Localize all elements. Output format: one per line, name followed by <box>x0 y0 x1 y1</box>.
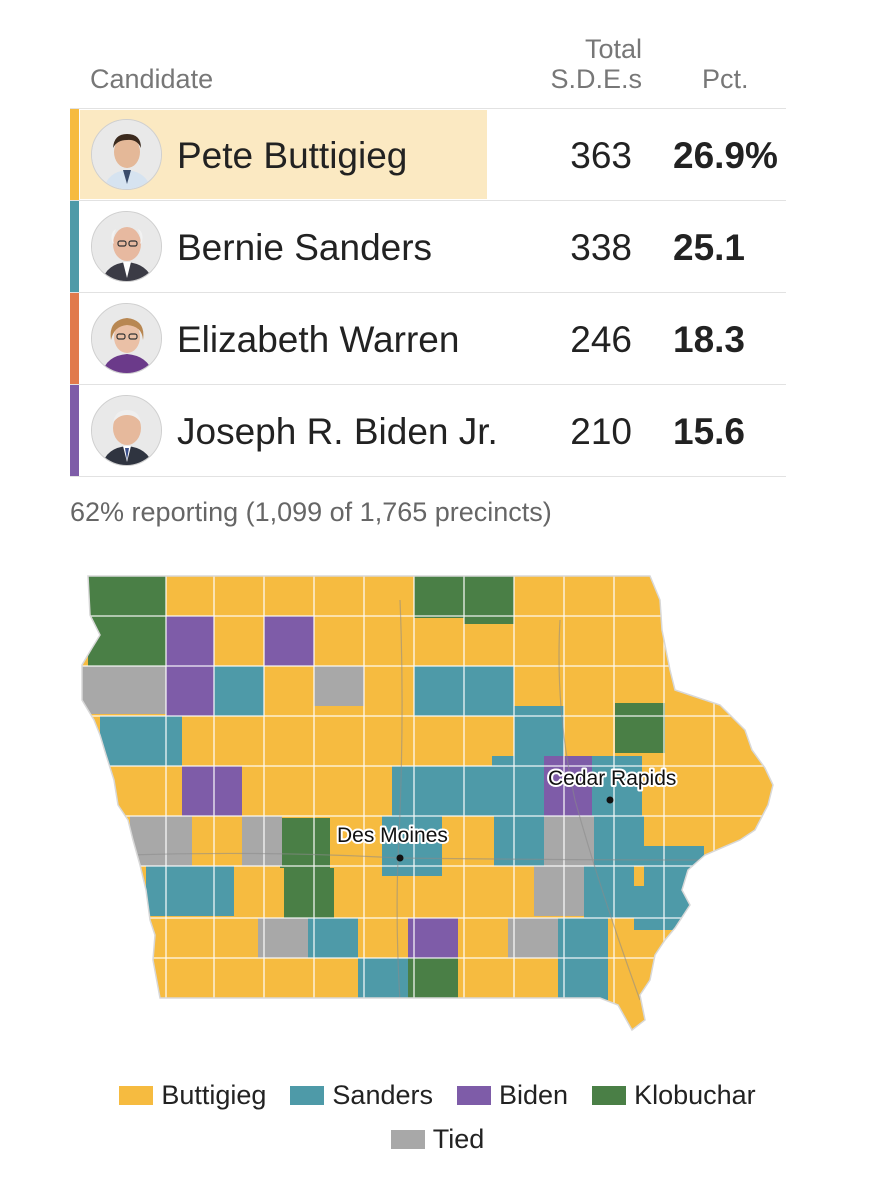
county-klobuchar <box>280 818 330 868</box>
legend-label: Klobuchar <box>634 1079 756 1110</box>
table-row: Elizabeth Warren 246 18.3 <box>70 292 786 384</box>
table-row: Pete Buttigieg 363 26.9% <box>70 108 786 200</box>
candidate-pct: 18.3 <box>673 319 746 360</box>
city-label-cedar-rapids: Cedar Rapids <box>548 767 676 790</box>
county-sanders <box>414 666 464 716</box>
candidate-color-bar <box>70 109 79 200</box>
candidate-pct: 25.1 <box>673 227 746 268</box>
candidate-color-bar <box>70 201 79 292</box>
county-sanders <box>492 756 544 816</box>
candidate-name: Joseph R. Biden Jr. <box>177 411 498 452</box>
county-sanders <box>358 958 408 1000</box>
avatar <box>91 119 162 190</box>
county-klobuchar <box>408 958 458 1000</box>
iowa-map-svg: Des Moines Cedar Rapids <box>81 575 774 1032</box>
results-table: Pete Buttigieg 363 26.9% Bernie Sanders … <box>70 108 786 477</box>
candidate-sdes: 338 <box>570 227 632 268</box>
county-sanders <box>558 918 608 958</box>
candidate-pct: 15.6 <box>673 411 746 452</box>
county-biden <box>166 666 214 716</box>
legend-swatch <box>592 1085 627 1105</box>
candidate-sdes: 246 <box>570 319 632 360</box>
state-outline <box>81 575 774 1032</box>
county-tied <box>544 816 594 866</box>
legend-label: Buttigieg <box>161 1079 267 1110</box>
county-sanders <box>214 666 264 716</box>
county-sanders <box>146 866 234 916</box>
legend-label: Biden <box>499 1079 569 1110</box>
candidate-sdes: 363 <box>570 135 632 176</box>
legend-swatch <box>457 1085 491 1105</box>
county-biden <box>166 616 214 666</box>
county-tied <box>508 918 558 958</box>
legend-item: Biden <box>457 1080 568 1111</box>
legend-swatch <box>290 1085 325 1105</box>
county-tied <box>258 918 308 958</box>
county-sanders <box>308 918 358 958</box>
legend-item: Klobuchar <box>592 1080 756 1111</box>
legend-row: Tied <box>0 1119 875 1159</box>
map-legend: Buttigieg Sanders Biden Klobuchar Tied <box>0 1075 875 1159</box>
legend-swatch <box>119 1085 154 1105</box>
legend-label: Tied <box>432 1123 485 1154</box>
county-tied <box>242 816 282 866</box>
table-row: Bernie Sanders 338 25.1 <box>70 200 786 292</box>
county-tied <box>534 866 584 916</box>
county-klobuchar <box>615 703 665 753</box>
county-biden <box>182 766 242 816</box>
county-borders <box>82 576 773 1030</box>
legend-row: Buttigieg Sanders Biden Klobuchar <box>0 1075 875 1115</box>
candidate-name: Bernie Sanders <box>177 227 433 268</box>
reporting-status: 62% reporting (1,099 of 1,765 precincts) <box>70 497 552 527</box>
legend-swatch <box>390 1129 425 1149</box>
county-sanders <box>494 816 544 866</box>
county-klobuchar <box>464 576 514 624</box>
candidate-color-bar <box>70 293 79 384</box>
city-label-des-moines: Des Moines <box>337 824 448 847</box>
column-header-pct: Pct. <box>702 64 749 94</box>
county-tied <box>314 666 364 706</box>
legend-item: Sanders <box>290 1080 433 1111</box>
portrait-buttigieg-icon <box>92 120 161 189</box>
county-sanders <box>100 716 182 766</box>
county-sanders <box>558 958 608 1000</box>
city-marker-des-moines <box>396 854 404 862</box>
county-klobuchar <box>88 616 166 666</box>
county-sanders <box>442 766 492 816</box>
county-biden <box>408 918 458 958</box>
candidate-sdes: 210 <box>570 411 632 452</box>
county-klobuchar <box>88 576 166 616</box>
portrait-biden-icon <box>92 396 161 465</box>
iowa-county-map: Des Moines Cedar Rapids <box>0 560 875 1040</box>
county-klobuchar <box>284 868 334 918</box>
county-sanders <box>594 816 644 866</box>
portrait-warren-icon <box>92 304 161 373</box>
legend-label: Sanders <box>332 1079 433 1110</box>
county-sanders <box>514 706 564 756</box>
avatar <box>91 211 162 282</box>
candidate-color-bar <box>70 385 79 476</box>
column-header-total-sdes: Total S.D.E.s <box>540 34 642 94</box>
county-tied <box>82 666 166 714</box>
county-tiles <box>82 576 773 1030</box>
avatar <box>91 395 162 466</box>
county-tied <box>130 816 192 866</box>
county-biden <box>264 616 314 666</box>
county-klobuchar <box>414 576 464 618</box>
column-header-total-line1: Total <box>584 34 642 64</box>
table-row: Joseph R. Biden Jr. 210 15.6 <box>70 384 786 477</box>
portrait-sanders-icon <box>92 212 161 281</box>
county-sanders <box>464 666 514 716</box>
legend-item: Buttigieg <box>119 1080 266 1111</box>
legend-item: Tied <box>390 1123 485 1155</box>
column-header-candidate: Candidate <box>90 64 214 94</box>
candidate-name: Pete Buttigieg <box>177 135 408 176</box>
column-header-total-line2: S.D.E.s <box>550 64 642 94</box>
county-sanders <box>392 766 442 816</box>
city-marker-cedar-rapids <box>606 796 614 804</box>
candidate-name: Elizabeth Warren <box>177 319 460 360</box>
candidate-pct: 26.9% <box>673 135 778 176</box>
avatar <box>91 303 162 374</box>
results-table-header: Candidate Total S.D.E.s Pct. <box>70 0 786 108</box>
